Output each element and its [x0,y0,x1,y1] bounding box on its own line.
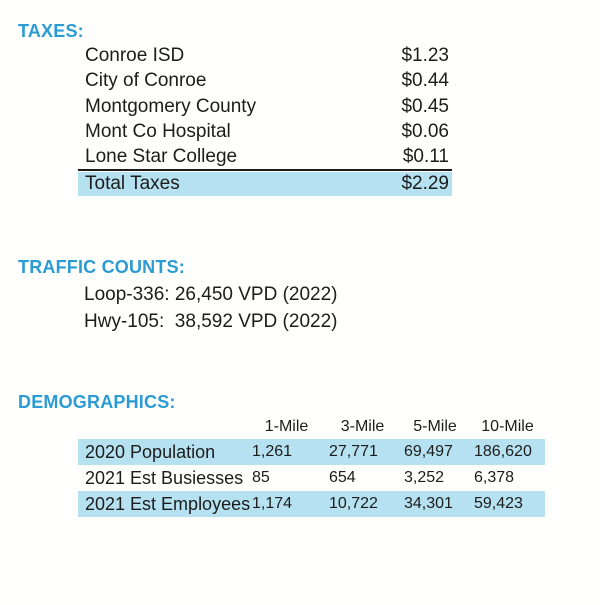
tax-rate-value: $0.44 [401,70,449,92]
tax-rate-value: $0.11 [402,145,449,167]
tax-row: City of Conroe $0.44 [78,69,452,95]
demo-cell: 1,174 [252,495,293,512]
taxes-heading: TAXES: [18,21,84,41]
demo-column-header: 3-Mile [340,418,385,435]
demo-cell: 10,722 [329,495,378,512]
tax-row: Conroe ISD $1.23 [78,43,452,69]
traffic-count-line: Hwy-105: 38,592 VPD (2022) [84,311,338,332]
tax-row: Mont Co Hospital $0.06 [78,120,452,146]
demo-row-label: 2021 Est Busiesses [85,467,244,488]
demo-column-header: 1-Mile [264,418,309,435]
demographics-table: 1-Mile 3-Mile 5-Mile 10-Mile 2020 Popula… [78,415,545,517]
demo-column-header: 5-Mile [413,418,457,435]
tax-entity-label: Montgomery County [85,95,257,117]
tax-rate-value: $0.06 [401,121,449,143]
tax-rate-value: $1.23 [401,44,449,66]
traffic-lines: Loop-336: 26,450 VPD (2022) Hwy-105: 38,… [84,281,338,335]
tax-entity-label: City of Conroe [85,70,207,92]
tax-entity-label: Mont Co Hospital [85,121,231,143]
tax-row: Lone Star College $0.11 [78,145,452,171]
demo-row: 2021 Est Employees 1,174 10,722 34,301 5… [78,491,545,517]
demographics-heading: DEMOGRAPHICS: [18,392,176,412]
tax-total-value: $2.29 [401,172,449,194]
demo-cell: 59,423 [474,495,523,512]
demo-header-row: 1-Mile 3-Mile 5-Mile 10-Mile [78,415,545,439]
tax-row: Montgomery County $0.45 [78,94,452,120]
demo-cell: 6,378 [474,469,515,486]
demo-cell: 27,771 [329,443,378,460]
demo-cell: 654 [329,469,356,486]
traffic-heading: TRAFFIC COUNTS: [18,257,185,277]
tax-total-row: Total Taxes $2.29 [78,171,452,196]
demo-row-label: 2020 Population [85,441,216,462]
tax-table: Conroe ISD $1.23 City of Conroe $0.44 Mo… [78,43,452,196]
tax-total-label: Total Taxes [85,172,180,194]
demo-row-label: 2021 Est Employees [85,493,251,514]
tax-rate-value: $0.45 [401,95,449,117]
demo-cell: 69,497 [404,443,453,460]
demo-cell: 34,301 [404,495,453,512]
demo-cell: 1,261 [252,443,293,460]
traffic-count-line: Loop-336: 26,450 VPD (2022) [84,284,338,305]
demo-row: 2021 Est Busiesses 85 654 3,252 6,378 [78,465,545,491]
demo-cell: 3,252 [404,469,445,486]
demo-row: 2020 Population 1,261 27,771 69,497 186,… [78,439,545,465]
demo-cell: 186,620 [474,443,532,460]
demo-cell: 85 [252,469,270,486]
demo-column-header: 10-Mile [481,418,534,435]
tax-entity-label: Conroe ISD [85,44,185,66]
tax-entity-label: Lone Star College [85,145,238,167]
